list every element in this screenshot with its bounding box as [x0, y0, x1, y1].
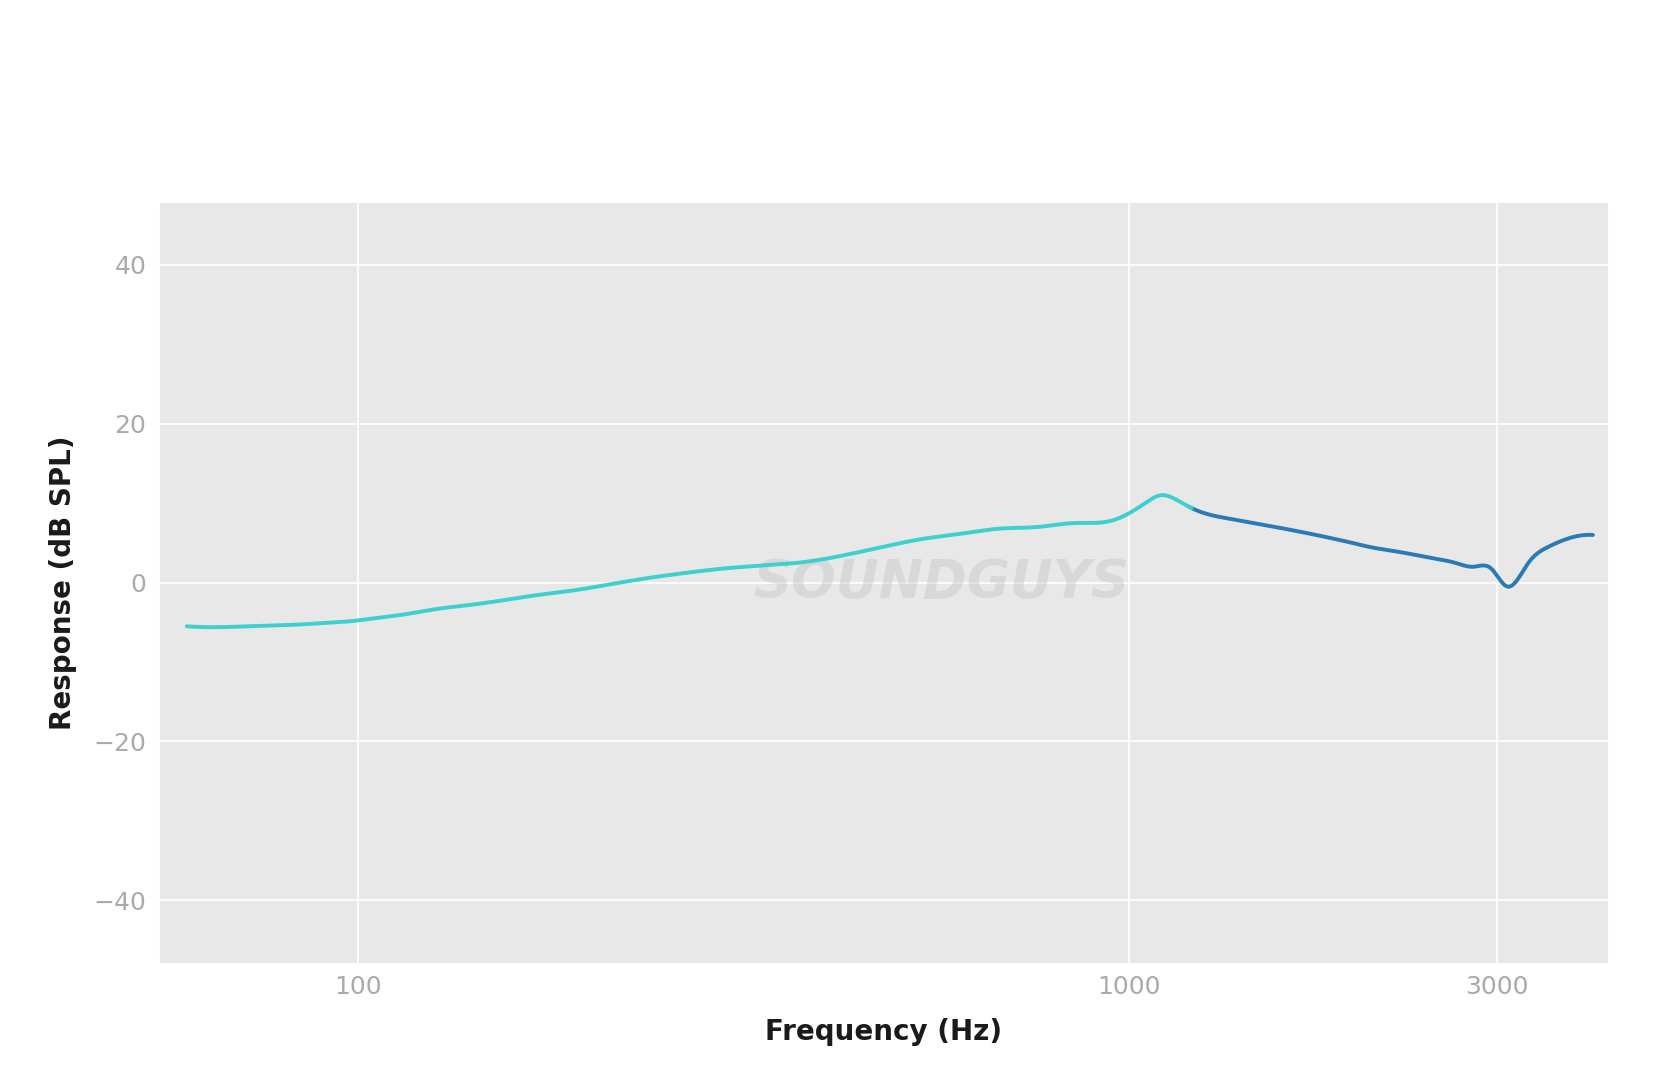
Text: Frequency Response (voice band): Frequency Response (voice band)	[380, 103, 1279, 148]
X-axis label: Frequency (Hz): Frequency (Hz)	[765, 1018, 1002, 1047]
Y-axis label: Response (dB SPL): Response (dB SPL)	[50, 436, 76, 730]
Text: Samsung Galaxy Buds Microphone: Samsung Galaxy Buds Microphone	[370, 38, 1289, 83]
Text: SOUNDGUYS: SOUNDGUYS	[753, 556, 1130, 609]
